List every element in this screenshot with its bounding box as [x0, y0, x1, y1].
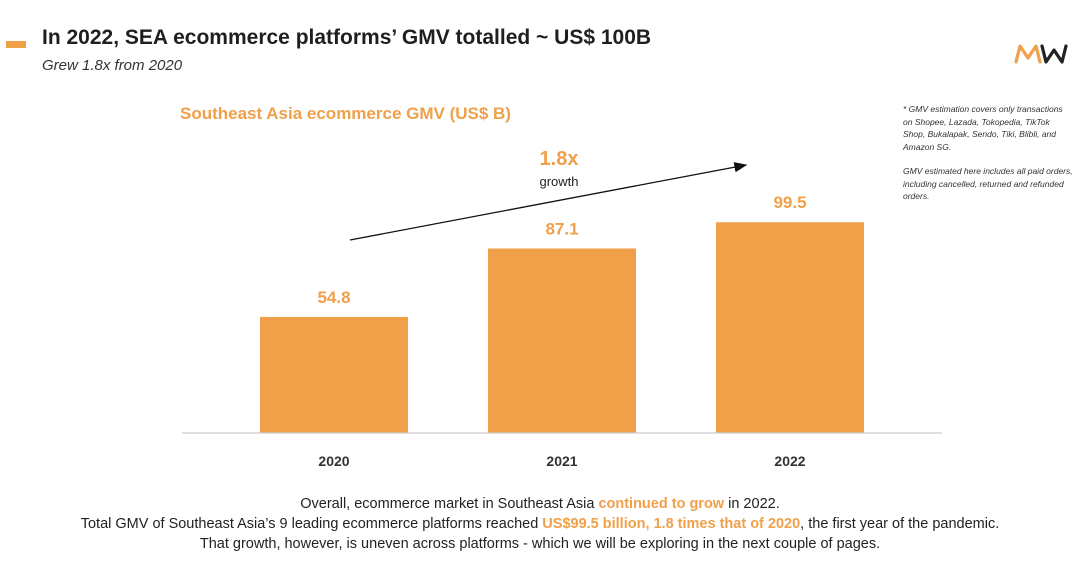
- growth-label: growth: [539, 174, 578, 189]
- bar-2021: [488, 248, 636, 433]
- chart-title: Southeast Asia ecommerce GMV (US$ B): [180, 104, 511, 123]
- footer-summary: Overall, ecommerce market in Southeast A…: [0, 494, 1080, 554]
- x-tick-2020: 2020: [318, 453, 349, 469]
- gmv-bar-chart: 54.8 2020 87.1 2021 99.5 2022 1.8x growth: [182, 148, 942, 469]
- title-accent-bar: [6, 41, 26, 48]
- note-definition: GMV estimated here includes all paid ord…: [903, 166, 1073, 201]
- value-label-2021: 87.1: [545, 220, 578, 239]
- bar-2020: [260, 316, 408, 433]
- page-subtitle: Grew 1.8x from 2020: [42, 57, 183, 74]
- x-tick-2022: 2022: [774, 453, 805, 469]
- footer-line-1-highlight: continued to grow: [598, 496, 725, 512]
- bar-2022: [716, 222, 864, 433]
- growth-arrow: [349, 162, 748, 241]
- mw-logo-icon: [1014, 44, 1068, 64]
- growth-multiplier: 1.8x: [540, 148, 579, 170]
- footer-line-2: Total GMV of Southeast Asia’s 9 leading …: [0, 514, 1080, 534]
- footer-line-1: Overall, ecommerce market in Southeast A…: [0, 494, 1080, 514]
- value-label-2022: 99.5: [773, 193, 806, 212]
- footer-line-2-highlight: US$99.5 billion, 1.8 times that of 2020: [542, 516, 801, 532]
- footer-line-1-end: in 2022.: [724, 496, 780, 512]
- value-label-2020: 54.8: [317, 288, 350, 307]
- note-coverage: * GMV estimation covers only transaction…: [903, 104, 1063, 152]
- footer-line-1-text: Overall, ecommerce market in Southeast A…: [300, 496, 599, 512]
- page-title: In 2022, SEA ecommerce platforms’ GMV to…: [42, 26, 652, 49]
- footer-line-2-text: Total GMV of Southeast Asia’s 9 leading …: [80, 516, 543, 532]
- methodology-note: * GMV estimation covers only transaction…: [903, 103, 1073, 215]
- footer-line-2-end: , the first year of the pandemic.: [800, 516, 1000, 532]
- x-tick-2021: 2021: [546, 453, 577, 469]
- footer-line-3: That growth, however, is uneven across p…: [199, 536, 881, 552]
